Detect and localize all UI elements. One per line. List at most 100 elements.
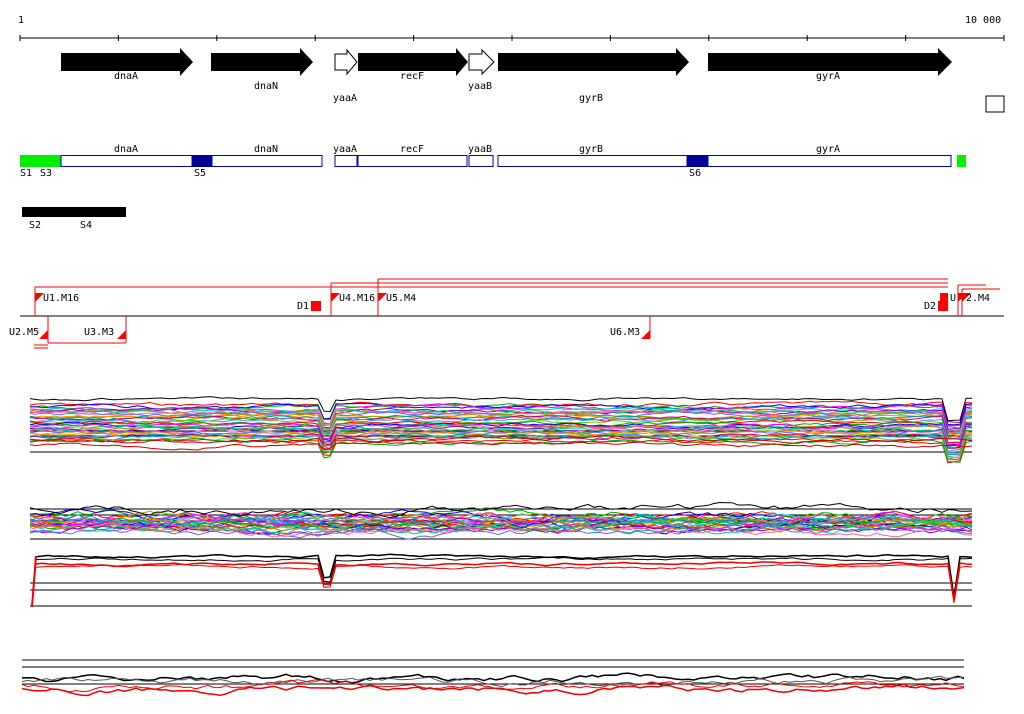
coverage-track-2 — [29, 501, 973, 540]
marker-flag-u5[interactable] — [378, 293, 387, 302]
gene-arrows-track: dnaA dnaN yaaA recF yaaB gyrB gyrA — [61, 48, 952, 104]
marker-flag-u3[interactable] — [117, 330, 126, 339]
segment-label-s4: S4 — [80, 220, 92, 231]
marker-label-d1: D1 — [297, 301, 309, 312]
track-1-trace — [29, 414, 973, 438]
gene-outline-label-dnaA: dnaA — [114, 144, 138, 155]
segment-label-s2: S2 — [29, 220, 41, 231]
gene-label-dnaN: dnaN — [254, 81, 278, 92]
marker-flag-u6[interactable] — [641, 330, 650, 339]
marker-label-u3-m3: U3.M3 — [84, 327, 114, 338]
segment-blue-s6[interactable] — [687, 155, 708, 167]
gene-arrow-yaaA[interactable] — [334, 48, 358, 76]
segment-label-s6: S6 — [689, 168, 701, 179]
marker-label-d2: D2 — [924, 301, 936, 312]
segment-label-s3: S3 — [40, 168, 52, 179]
track-3-trace — [35, 556, 973, 599]
ruler-start-label: 1 — [18, 15, 24, 26]
gene-label-gyrB: gyrB — [579, 93, 603, 104]
gene-arrow-gyrA[interactable] — [708, 48, 952, 76]
segment-label-s5: S5 — [194, 168, 206, 179]
marker-label-u4-m16: U4.M16 — [339, 293, 375, 304]
marker-label-u5-m4: U5.M4 — [386, 293, 416, 304]
track-1-trace — [29, 433, 973, 460]
marker-block-d2-b[interactable] — [940, 293, 948, 301]
gene-label-recF: recF — [400, 71, 424, 82]
legend-box[interactable] — [985, 95, 1005, 113]
marker-block-d2[interactable] — [938, 301, 948, 311]
track-1-trace — [29, 423, 973, 449]
marker-block-d1[interactable] — [311, 301, 321, 311]
marker-label-u6-m3: U6.M3 — [610, 327, 640, 338]
gene-arrow-gyrB[interactable] — [498, 48, 689, 76]
gene-box-dnaA[interactable] — [60, 155, 193, 167]
track-4-trace — [21, 672, 965, 684]
track-3-trace — [35, 561, 973, 600]
coverage-track-1 — [29, 396, 973, 464]
gene-box-recF[interactable] — [357, 155, 468, 167]
gene-outline-label-yaaA: yaaA — [333, 144, 357, 155]
gene-box-dnaN[interactable] — [211, 155, 323, 167]
gene-outline-label-dnaN: dnaN — [254, 144, 278, 155]
gene-outline-label-gyrB: gyrB — [579, 144, 603, 155]
marker-flag-m4-right[interactable] — [962, 293, 971, 302]
track-3-trace — [31, 555, 37, 608]
gene-outline-label-yaaB: yaaB — [468, 144, 492, 155]
gene-arrow-recF[interactable] — [358, 48, 468, 76]
track-4-lines — [21, 672, 965, 697]
segment-green-right[interactable] — [957, 155, 966, 167]
gene-box-gyrA[interactable] — [707, 155, 952, 167]
track-1-trace — [29, 424, 973, 449]
track-2-trace — [29, 519, 973, 536]
segment-bar[interactable] — [22, 207, 126, 217]
track-2-trace — [29, 512, 973, 527]
track-1-lines — [29, 396, 973, 464]
marker-label-u2-m5: U2.M5 — [9, 327, 39, 338]
track-1-trace — [29, 437, 973, 464]
ruler-end-label: 10 000 — [965, 15, 1001, 26]
coverage-track-4 — [21, 659, 965, 697]
track-4-trace — [21, 683, 965, 697]
gene-box-gyrB[interactable] — [497, 155, 688, 167]
track-1-trace — [29, 406, 973, 430]
gene-arrow-yaaB[interactable] — [468, 48, 495, 76]
ruler-ticks — [19, 35, 1005, 41]
marker-flag-u4[interactable] — [331, 293, 340, 302]
track-2-trace — [29, 511, 973, 530]
track-2-lines — [29, 501, 973, 540]
marker-label-m4-right: 2.M4 — [966, 293, 990, 304]
gene-label-yaaB: yaaB — [468, 81, 492, 92]
track-1-trace — [29, 424, 973, 453]
marker-flag-u2[interactable] — [39, 330, 48, 339]
ruler: 1 10 000 — [18, 15, 1005, 41]
segment-green-left[interactable] — [20, 155, 61, 167]
track-1-trace — [29, 420, 973, 447]
segment-label-s1: S1 — [20, 168, 32, 179]
track-1-trace — [29, 403, 973, 430]
gene-arrow-dnaA[interactable] — [61, 48, 193, 76]
gene-outline-label-recF: recF — [400, 144, 424, 155]
marker-flag-u1[interactable] — [35, 293, 44, 302]
track-3-lines — [31, 553, 973, 608]
track-2-trace — [29, 501, 973, 519]
track-4-trace — [21, 675, 965, 688]
gene-label-dnaA: dnaA — [114, 71, 138, 82]
gene-label-gyrA: gyrA — [816, 71, 840, 82]
track-1-trace — [29, 434, 973, 446]
gene-arrow-dnaN[interactable] — [211, 48, 313, 76]
track-2-trace — [29, 520, 973, 535]
gene-outline-track: dnaA dnaN yaaA recF yaaB gyrB gyrA S1 S3… — [20, 144, 966, 179]
track-1-trace — [29, 396, 973, 422]
gene-box-yaaA[interactable] — [334, 155, 358, 167]
track-2-trace — [29, 523, 973, 538]
gene-box-yaaB[interactable] — [468, 155, 494, 167]
track-3-trace — [35, 553, 973, 598]
track-2-trace — [29, 525, 973, 540]
marker-label-u1-m16: U1.M16 — [43, 293, 79, 304]
track-3-trace — [35, 563, 973, 603]
segment-bar-track: S2 S4 — [22, 207, 126, 231]
segment-blue-s5[interactable] — [192, 155, 212, 167]
gene-label-yaaA: yaaA — [333, 93, 357, 104]
track-1-trace — [29, 419, 973, 444]
